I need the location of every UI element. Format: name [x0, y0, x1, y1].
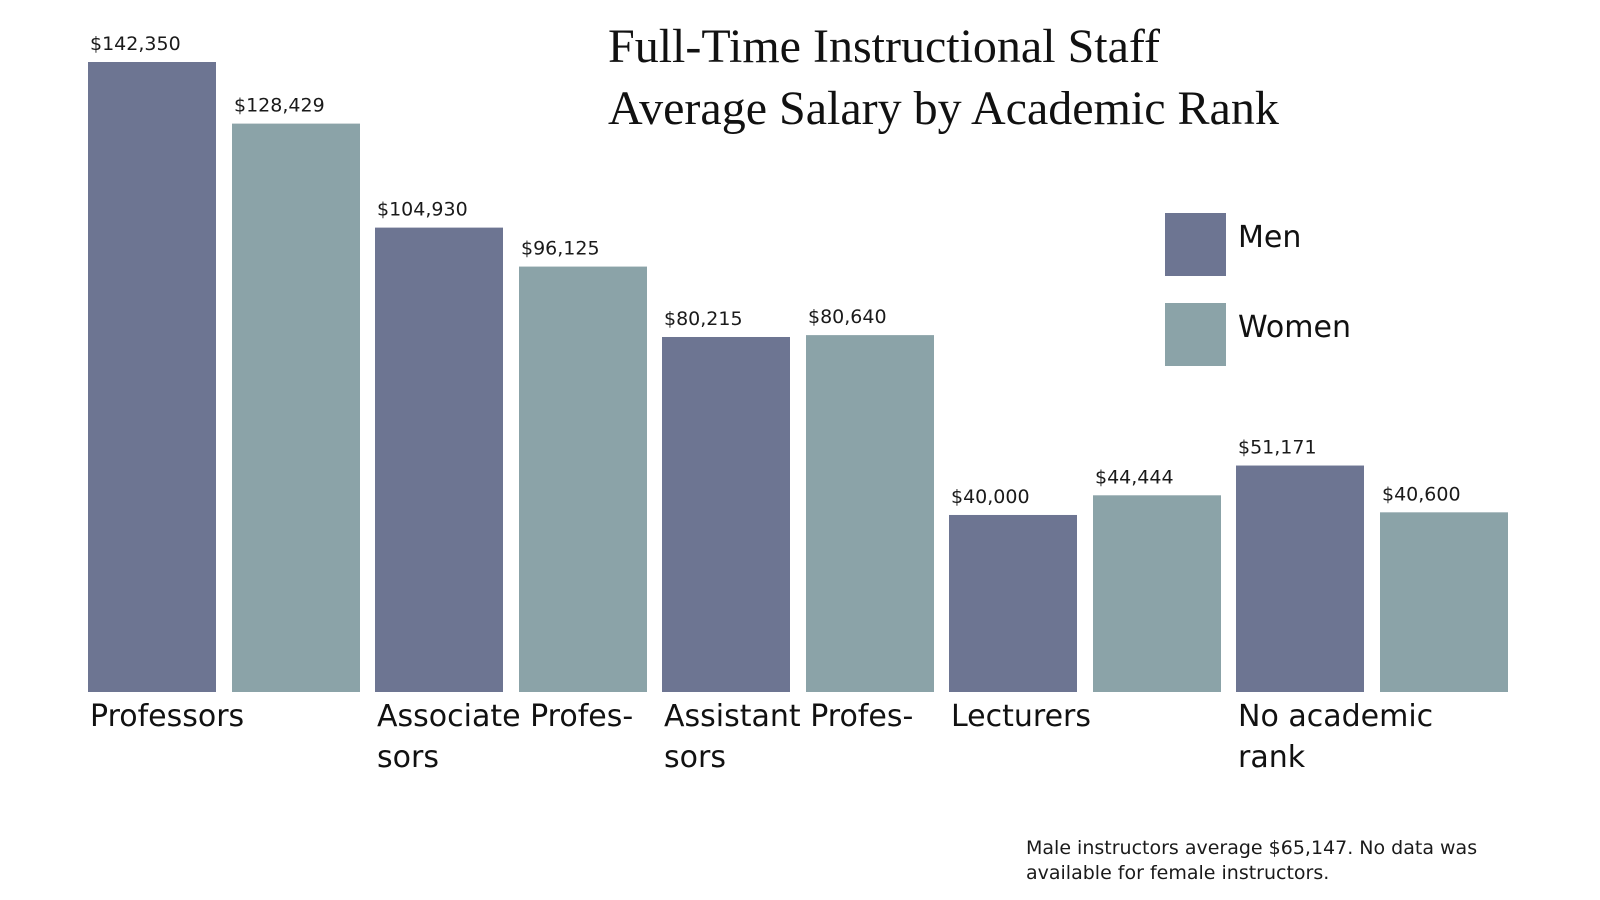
bar-women — [1380, 512, 1508, 692]
value-label-men: $80,215 — [664, 308, 743, 330]
value-label-men: $142,350 — [90, 33, 181, 55]
bar-men — [375, 227, 503, 693]
bar-women — [1093, 495, 1221, 692]
category-label: Associate Profes- — [377, 699, 633, 734]
bar-men — [662, 336, 790, 692]
value-label-men: $40,000 — [951, 486, 1030, 508]
legend: Men Women — [1165, 213, 1351, 366]
category-label: rank — [1238, 740, 1306, 775]
legend-swatch-women — [1165, 303, 1226, 366]
bar-men — [949, 514, 1077, 692]
category-labels: Professors Associate Profes-sors Assistant… — [90, 699, 1433, 775]
value-label-men: $51,171 — [1238, 437, 1317, 459]
category-label: sors — [377, 740, 439, 775]
bar-women — [519, 266, 647, 692]
bar-men — [88, 62, 216, 692]
value-label-women: $44,444 — [1095, 466, 1174, 488]
value-label-women: $128,429 — [234, 95, 325, 117]
category-label: Lecturers — [951, 699, 1091, 734]
legend-label-women: Women — [1238, 310, 1351, 345]
chart-title: Full-Time Instructional Staff Average Sal… — [608, 20, 1279, 135]
category-label: Assistant Profes- — [664, 699, 913, 734]
value-labels: $142,350 $128,429 $104,930 $96,125 $80,215 $8… — [90, 33, 1461, 508]
bar-women — [806, 335, 934, 692]
legend-swatch-men — [1165, 213, 1226, 276]
category-label: sors — [664, 740, 726, 775]
category-label: Professors — [90, 699, 244, 734]
bar-women — [232, 123, 360, 692]
value-label-women: $80,640 — [808, 306, 887, 328]
footnote: Male instructors average $65,147. No dat… — [1026, 837, 1478, 884]
chart-title-line: Average Salary by Academic Rank — [608, 82, 1279, 135]
legend-label-men: Men — [1238, 220, 1301, 255]
value-label-women: $96,125 — [521, 238, 600, 260]
value-label-women: $40,600 — [1382, 483, 1461, 505]
bars — [88, 62, 1508, 693]
bar-men — [1236, 465, 1364, 692]
value-label-men: $104,930 — [377, 199, 468, 221]
category-label: No academic — [1238, 699, 1433, 734]
chart-title-line: Full-Time Instructional Staff — [608, 20, 1160, 73]
